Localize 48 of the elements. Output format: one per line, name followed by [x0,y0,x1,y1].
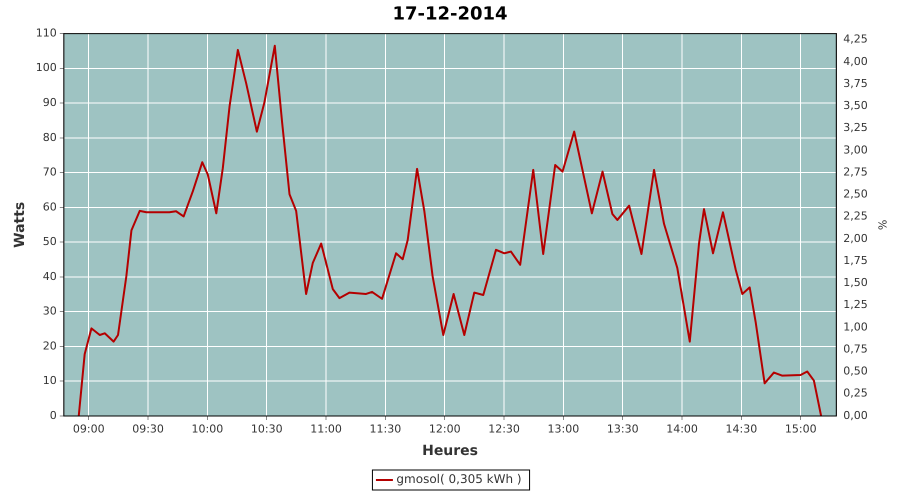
y2-tick-label: 4,25 [843,32,868,46]
y2-tick-label: 3,25 [843,121,868,134]
x-tick-label: 10:30 [250,422,283,436]
y-tick-label: 60 [42,200,57,214]
y-tick-label: 40 [42,270,57,283]
y-tick-label: 10 [42,374,57,388]
y2-tick-label: 1,50 [843,276,868,290]
y-tick-label: 110 [36,26,57,40]
x-tick-label: 14:30 [726,422,758,436]
y-tick-label: 50 [42,235,57,248]
x-tick-label: 12:00 [428,422,461,436]
y2-tick-label: 2,00 [843,232,868,245]
x-tick-label: 13:00 [548,422,580,436]
x-tick-label: 13:30 [606,422,639,436]
y2-tick-label: 2,50 [843,188,868,201]
y-tick-label: 30 [42,304,57,318]
x-tick-label: 15:00 [784,422,817,436]
x-tick-label: 11:30 [370,422,402,436]
y2-tick-label: 0,50 [843,364,868,378]
y2-tick-label: 1,75 [843,254,868,267]
y2-tick-label: 1,00 [843,320,868,334]
x-axis-title: Heures [422,443,478,460]
y2-tick-label: 2,75 [843,165,868,178]
y2-tick-label: 0,25 [843,386,868,400]
y2-tick-label: 0,00 [843,408,868,422]
y2-tick-label: 1,25 [843,298,868,312]
y2-tick-label: 3,75 [843,76,868,90]
x-tick-label: 09:30 [132,422,164,436]
chart-title: 17-12-2014 [392,3,508,24]
y2-tick-label: 4,00 [843,54,868,68]
y2-tick-label: 3,00 [843,143,868,156]
x-tick-label: 14:00 [666,422,698,436]
y2-tick-label: 3,50 [843,99,868,112]
y-axis-title: Watts [12,202,28,248]
x-tick-label: 11:00 [310,422,342,436]
y2-axis-title: % [876,220,889,230]
legend-label: gmosol( 0,305 kWh ) [396,472,522,486]
y2-tick-label: 0,75 [843,342,868,356]
y-tick-label: 90 [42,96,57,109]
x-tick-label: 12:30 [488,422,520,436]
y-tick-label: 0 [50,408,57,422]
x-tick-label: 09:00 [72,422,105,436]
y-tick-label: 70 [42,166,57,179]
y-tick-label: 80 [42,130,57,144]
y-tick-label: 100 [36,61,57,74]
y2-tick-label: 2,25 [843,210,868,223]
x-tick-label: 10:00 [192,422,224,436]
y-tick-label: 20 [42,339,57,352]
